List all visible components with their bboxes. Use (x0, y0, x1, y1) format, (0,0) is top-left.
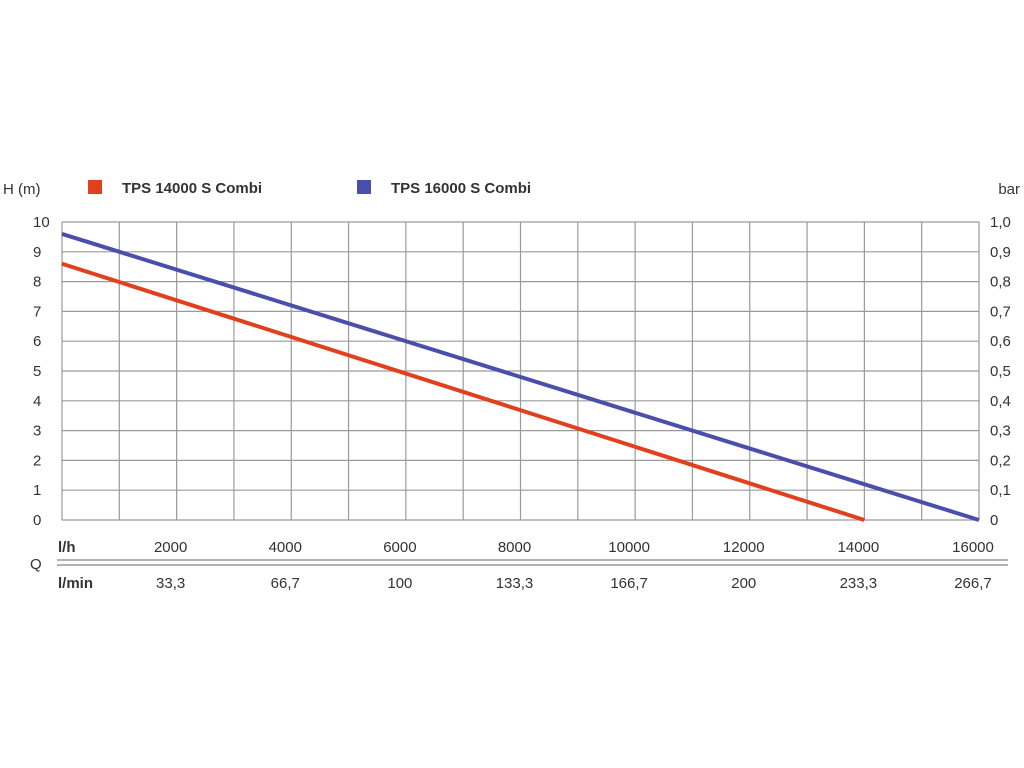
x-tick-label-lh: 4000 (269, 539, 302, 556)
y-right-tick-label: 1,0 (990, 214, 1011, 231)
y-right-tick-label: 0,3 (990, 423, 1011, 440)
legend: TPS 14000 S Combi TPS 16000 S Combi (88, 180, 531, 197)
y-right-tick-label: 0,4 (990, 393, 1011, 410)
x-tick-label-lmin: 200 (731, 575, 756, 592)
y-right-tick-label: 0,5 (990, 363, 1011, 380)
x-tick-label-lh: 12000 (723, 539, 765, 556)
y-left-tick-label: 3 (33, 423, 41, 440)
x-axis-row-label-lmin: l/min (58, 575, 93, 592)
x-tick-label-lmin: 66,7 (271, 575, 300, 592)
series-layer (61, 232, 980, 522)
y-right-tick-label: 0 (990, 512, 998, 529)
y-left-axis-label: H (m) (3, 181, 41, 198)
x-tick-label-lh: 2000 (154, 539, 187, 556)
legend-label-tps16000: TPS 16000 S Combi (391, 180, 531, 197)
y-left-tick-label: 1 (33, 482, 41, 499)
y-left-tick-label: 7 (33, 303, 41, 320)
y-right-tick-label: 0,8 (990, 274, 1011, 291)
legend-swatch-tps16000 (357, 180, 371, 194)
series-line-tps16000 (61, 232, 980, 522)
y-right-tick-label: 0,9 (990, 244, 1011, 261)
q-label: Q (30, 556, 42, 573)
legend-swatch-tps14000 (88, 180, 102, 194)
x-tick-label-lh: 10000 (608, 539, 650, 556)
x-tick-label-lmin: 100 (387, 575, 412, 592)
y-left-tick-label: 4 (33, 393, 41, 410)
y-right-tick-label: 0,1 (990, 482, 1011, 499)
y-right-tick-label: 0,2 (990, 452, 1011, 469)
x-axis-row-label-lh: l/h (58, 539, 76, 556)
x-tick-label-lmin: 133,3 (496, 575, 534, 592)
x-tick-label-lh: 16000 (952, 539, 994, 556)
y-left-tick-label: 2 (33, 452, 41, 469)
x-tick-label-lmin: 266,7 (954, 575, 992, 592)
x-tick-label-lh: 6000 (383, 539, 416, 556)
legend-label-tps14000: TPS 14000 S Combi (122, 180, 262, 197)
x-tick-label-lh: 14000 (838, 539, 880, 556)
y-left-tick-label: 5 (33, 363, 41, 380)
y-left-tick-label: 10 (33, 214, 50, 231)
x-tick-label-lmin: 233,3 (840, 575, 878, 592)
y-left-tick-label: 0 (33, 512, 41, 529)
y-left-tick-label: 9 (33, 244, 41, 261)
y-right-axis-label: bar (998, 181, 1020, 198)
y-left-tick-label: 6 (33, 333, 41, 350)
y-right-tick-label: 0,7 (990, 303, 1011, 320)
series-line-tps14000 (61, 261, 865, 522)
y-right-tick-label: 0,6 (990, 333, 1011, 350)
x-tick-label-lmin: 33,3 (156, 575, 185, 592)
y-left-tick-label: 8 (33, 274, 41, 291)
x-tick-label-lh: 8000 (498, 539, 531, 556)
labels: H (m) bar Q l/h l/min 01234567891000,10,… (3, 181, 1020, 592)
x-tick-label-lmin: 166,7 (610, 575, 648, 592)
grid (57, 221, 1008, 566)
